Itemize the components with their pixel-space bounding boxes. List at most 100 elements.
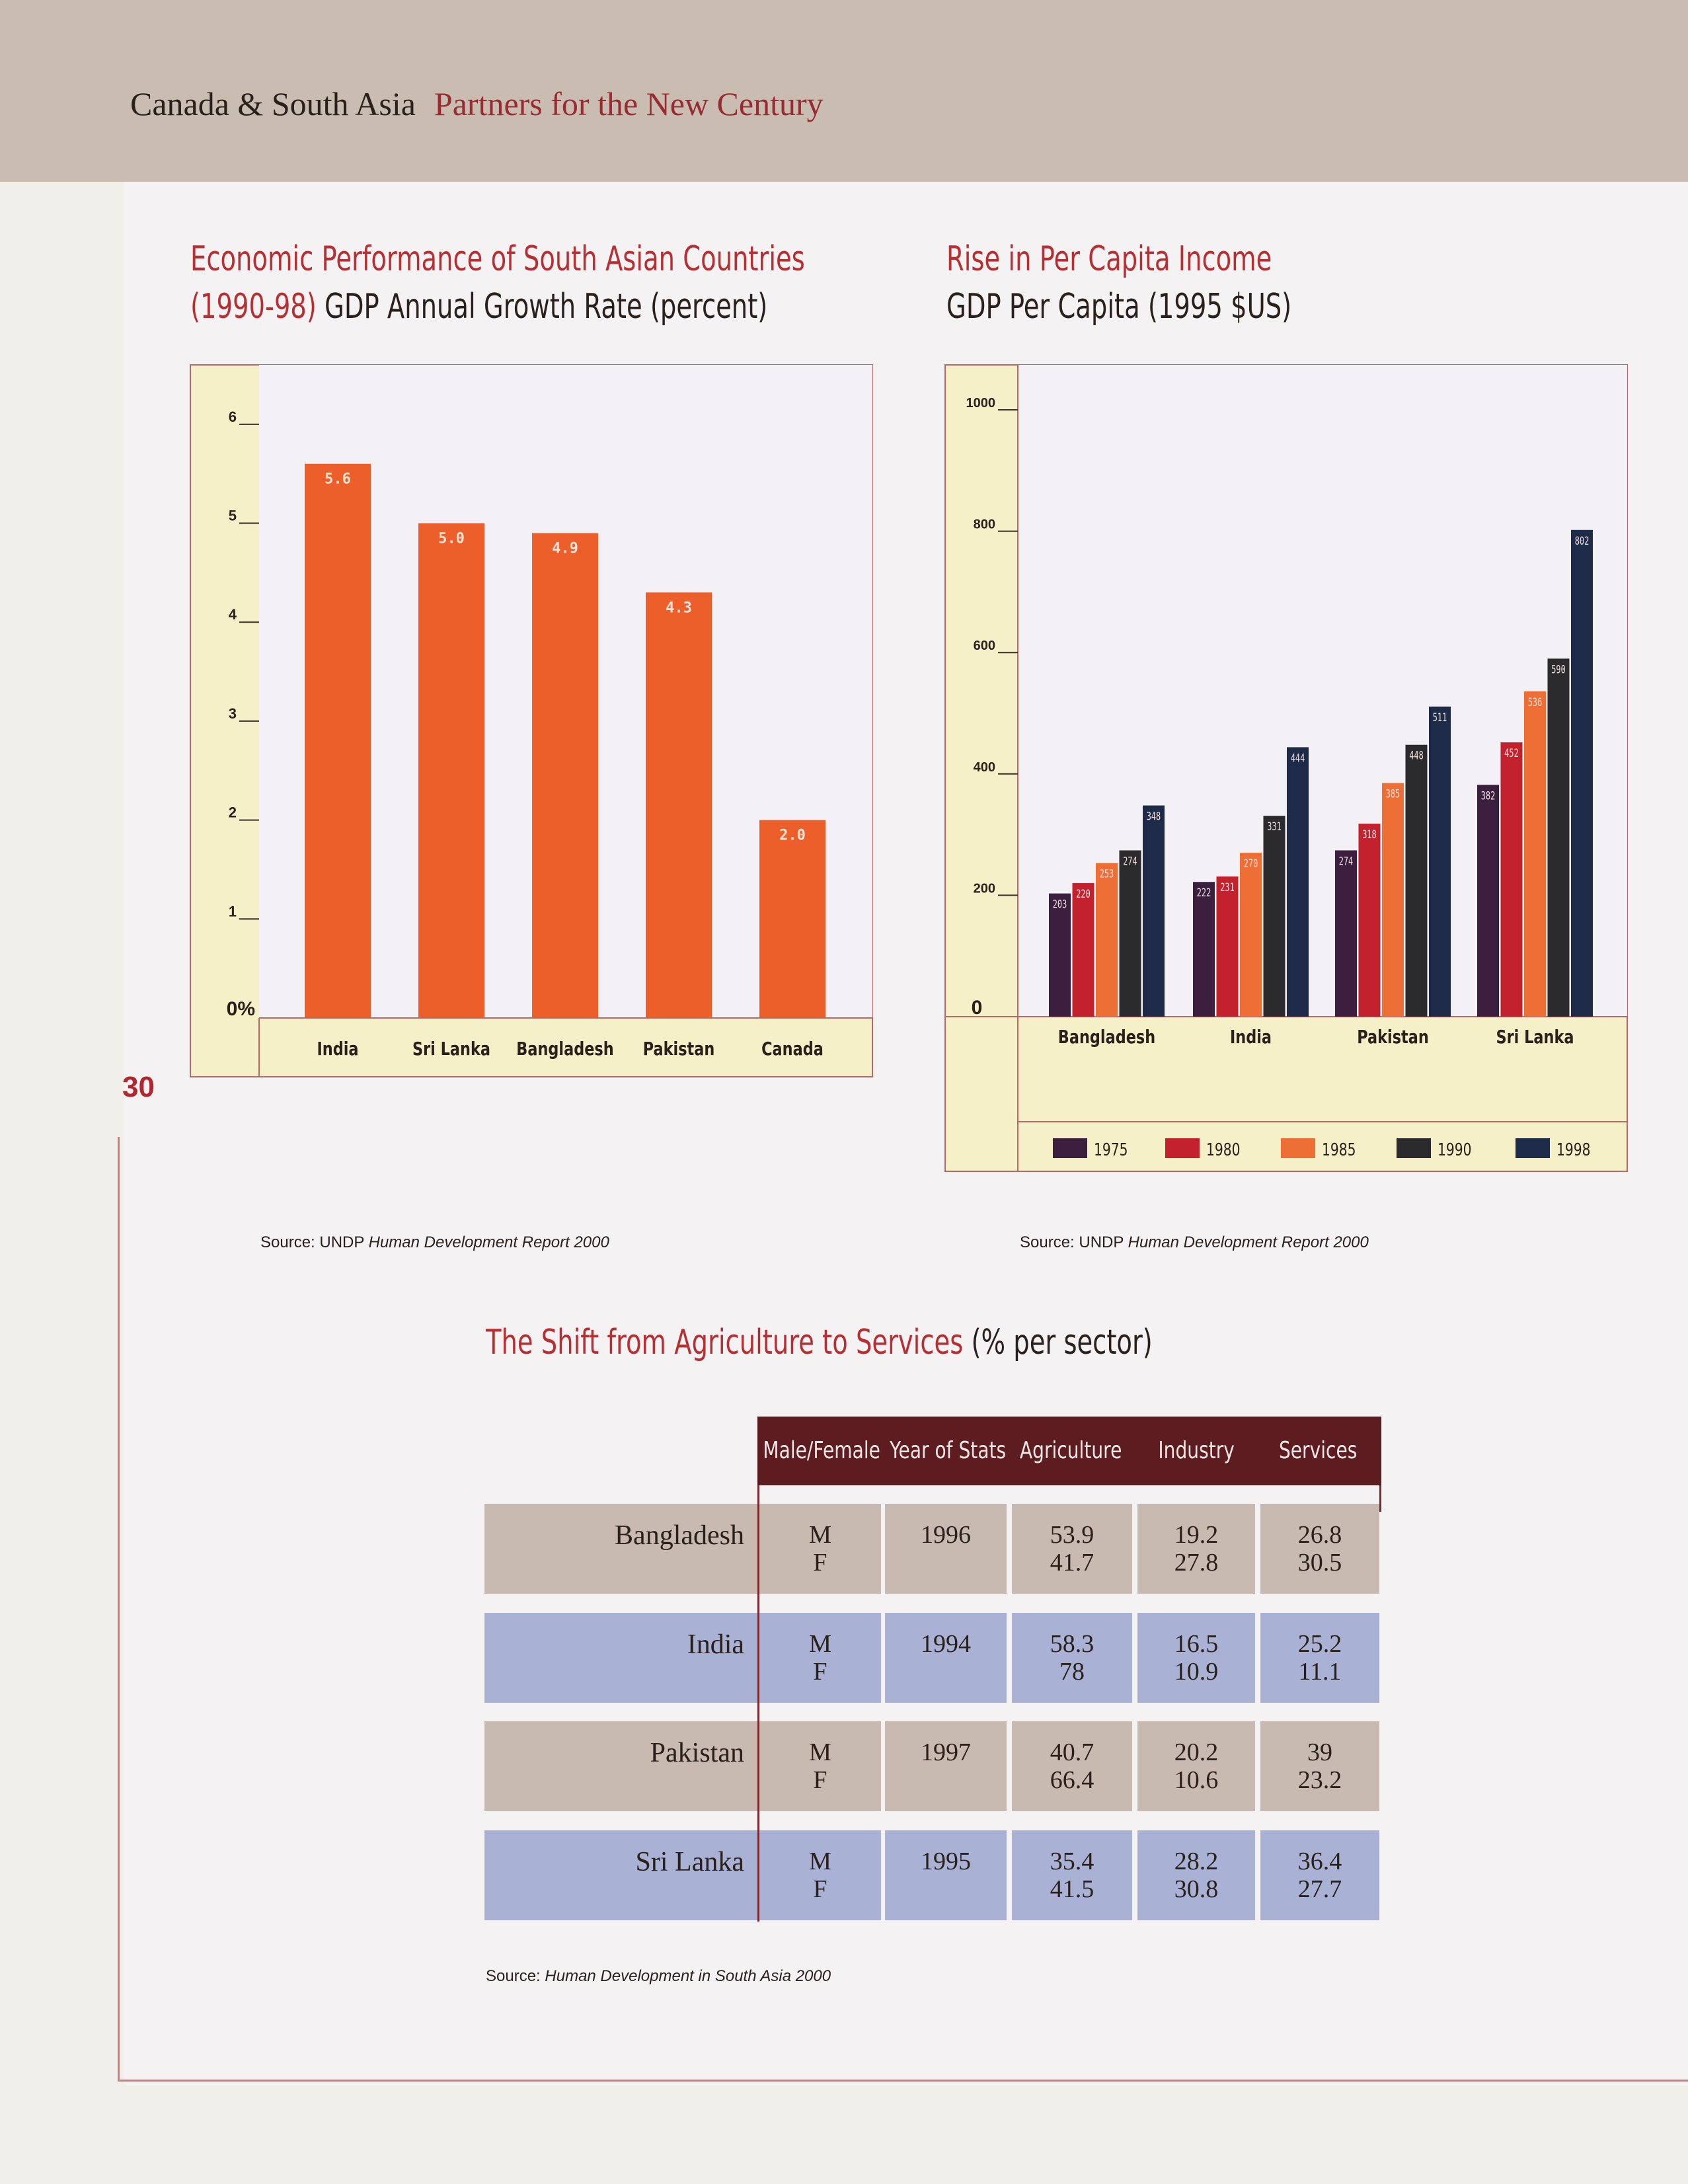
table-cell-bg (885, 1721, 1007, 1811)
income-data-label: 274 (1339, 855, 1354, 868)
table-cell: 30.5 (1297, 1549, 1342, 1577)
table-cell: M (809, 1630, 831, 1658)
sector-table-title: The Shift from Agriculture to Services (… (486, 1323, 1153, 1362)
growth-y-tick-label: 1 (229, 903, 237, 919)
income-y-tick-label: 200 (974, 881, 995, 896)
income-data-label: 385 (1386, 788, 1400, 801)
income-data-label: 536 (1528, 696, 1542, 709)
growth-bar (305, 463, 371, 1018)
table-cell: 1997 (921, 1738, 971, 1766)
income-data-label: 511 (1433, 711, 1447, 724)
income-y-tick-label: 0 (972, 997, 983, 1019)
table-country: Sri Lanka (635, 1847, 744, 1877)
income-bar (1382, 783, 1404, 1017)
income-bar (1429, 706, 1451, 1017)
table-cell: M (809, 1521, 831, 1549)
income-y-tick-label: 1000 (966, 396, 996, 410)
table-cell: 16.5 (1174, 1630, 1219, 1658)
growth-y-tick-label: 5 (229, 508, 237, 524)
income-chart-title: Rise in Per Capita Income GDP Per Capita… (946, 239, 1292, 327)
growth-chart-source: Source: UNDP Human Development Report 20… (260, 1233, 609, 1251)
income-bar (1571, 529, 1593, 1017)
table-country: India (687, 1629, 744, 1660)
income-bar (1072, 883, 1094, 1017)
table-cell: 25.2 (1297, 1630, 1342, 1658)
sector-table-source: Source: Human Development in South Asia … (486, 1967, 831, 1985)
table-cell-bg (1137, 1830, 1255, 1920)
table-column-header: Industry (1158, 1437, 1235, 1464)
income-bar (1240, 853, 1262, 1017)
income-y-tick-label: 800 (974, 518, 995, 532)
table-cell-bg (1137, 1721, 1255, 1811)
income-data-label: 253 (1100, 868, 1114, 881)
table-row-label-cell (484, 1613, 757, 1703)
table-cell: 40.7 (1050, 1738, 1094, 1766)
growth-category-label: Bangladesh (516, 1037, 613, 1059)
income-bar (1405, 744, 1428, 1017)
income-category-label: Bangladesh (1058, 1025, 1155, 1047)
income-legend-label: 1985 (1322, 1140, 1356, 1160)
income-category-label: Pakistan (1357, 1025, 1429, 1047)
brand-line: Canada & South Asia Partners for the New … (130, 85, 824, 122)
table-row-label-cell (484, 1504, 757, 1594)
income-bar (1500, 742, 1523, 1017)
growth-bar (532, 533, 598, 1018)
table-cell: 30.8 (1174, 1875, 1219, 1903)
page-number: 30 (122, 1071, 155, 1103)
growth-category-label: Canada (761, 1037, 824, 1059)
income-legend-label: 1980 (1206, 1140, 1241, 1160)
growth-bar (759, 820, 825, 1018)
panel-border-left (118, 1137, 120, 2081)
table-cell: 26.8 (1297, 1521, 1342, 1549)
income-legend-swatch (1397, 1138, 1431, 1158)
growth-y-tick-label: 0% (227, 998, 255, 1020)
table-header-bar (757, 1417, 1381, 1485)
panel-border (118, 2080, 1688, 2082)
table-cell: 78 (1059, 1658, 1085, 1686)
growth-bar (418, 523, 484, 1018)
table-cell-bg (885, 1830, 1007, 1920)
table-column-header: Services (1278, 1437, 1358, 1464)
table-cell: 36.4 (1297, 1848, 1342, 1875)
table-cell: M (809, 1738, 831, 1766)
income-data-label: 382 (1481, 789, 1495, 802)
income-data-label: 444 (1291, 752, 1305, 765)
income-category-label: Sri Lanka (1496, 1025, 1574, 1047)
income-bar (1477, 785, 1499, 1017)
table-cell: 1994 (921, 1630, 971, 1658)
table-left-rule (757, 1485, 759, 1922)
table-cell-bg (1137, 1613, 1255, 1703)
income-bar (1193, 882, 1215, 1017)
table-cell: 10.6 (1174, 1766, 1219, 1794)
table-cell-bg (885, 1504, 1007, 1594)
income-data-label: 270 (1244, 857, 1258, 871)
growth-y-tick-label: 2 (229, 804, 237, 821)
income-bar (1358, 824, 1381, 1017)
income-y-tick-label: 600 (974, 639, 995, 653)
income-bar (1547, 658, 1570, 1017)
table-cell: F (813, 1658, 827, 1686)
table-cell-bg (1012, 1830, 1132, 1920)
growth-data-label: 4.9 (552, 540, 578, 557)
growth-category-label: India (317, 1037, 358, 1059)
income-category-label: India (1230, 1025, 1272, 1047)
income-legend-label: 1975 (1094, 1140, 1128, 1160)
growth-y-tick-label: 6 (229, 409, 237, 425)
table-row-label-cell (484, 1830, 757, 1920)
table-cell: F (813, 1875, 827, 1903)
table-cell: 27.8 (1174, 1549, 1219, 1577)
table-cell-bg (759, 1721, 881, 1811)
table-cell-bg (759, 1830, 881, 1920)
table-cell: M (809, 1848, 831, 1875)
income-bar (1049, 893, 1071, 1017)
income-legend-swatch (1053, 1138, 1087, 1158)
growth-data-label: 4.3 (666, 600, 692, 616)
growth-bar (646, 592, 712, 1018)
table-cell: 20.2 (1174, 1738, 1219, 1766)
income-y-tick-label: 400 (974, 760, 995, 775)
growth-y-tick-label: 3 (229, 705, 237, 722)
income-data-label: 448 (1409, 750, 1423, 763)
table-cell-bg (885, 1613, 1007, 1703)
table-cell: F (813, 1549, 827, 1577)
income-data-label: 203 (1053, 898, 1067, 912)
